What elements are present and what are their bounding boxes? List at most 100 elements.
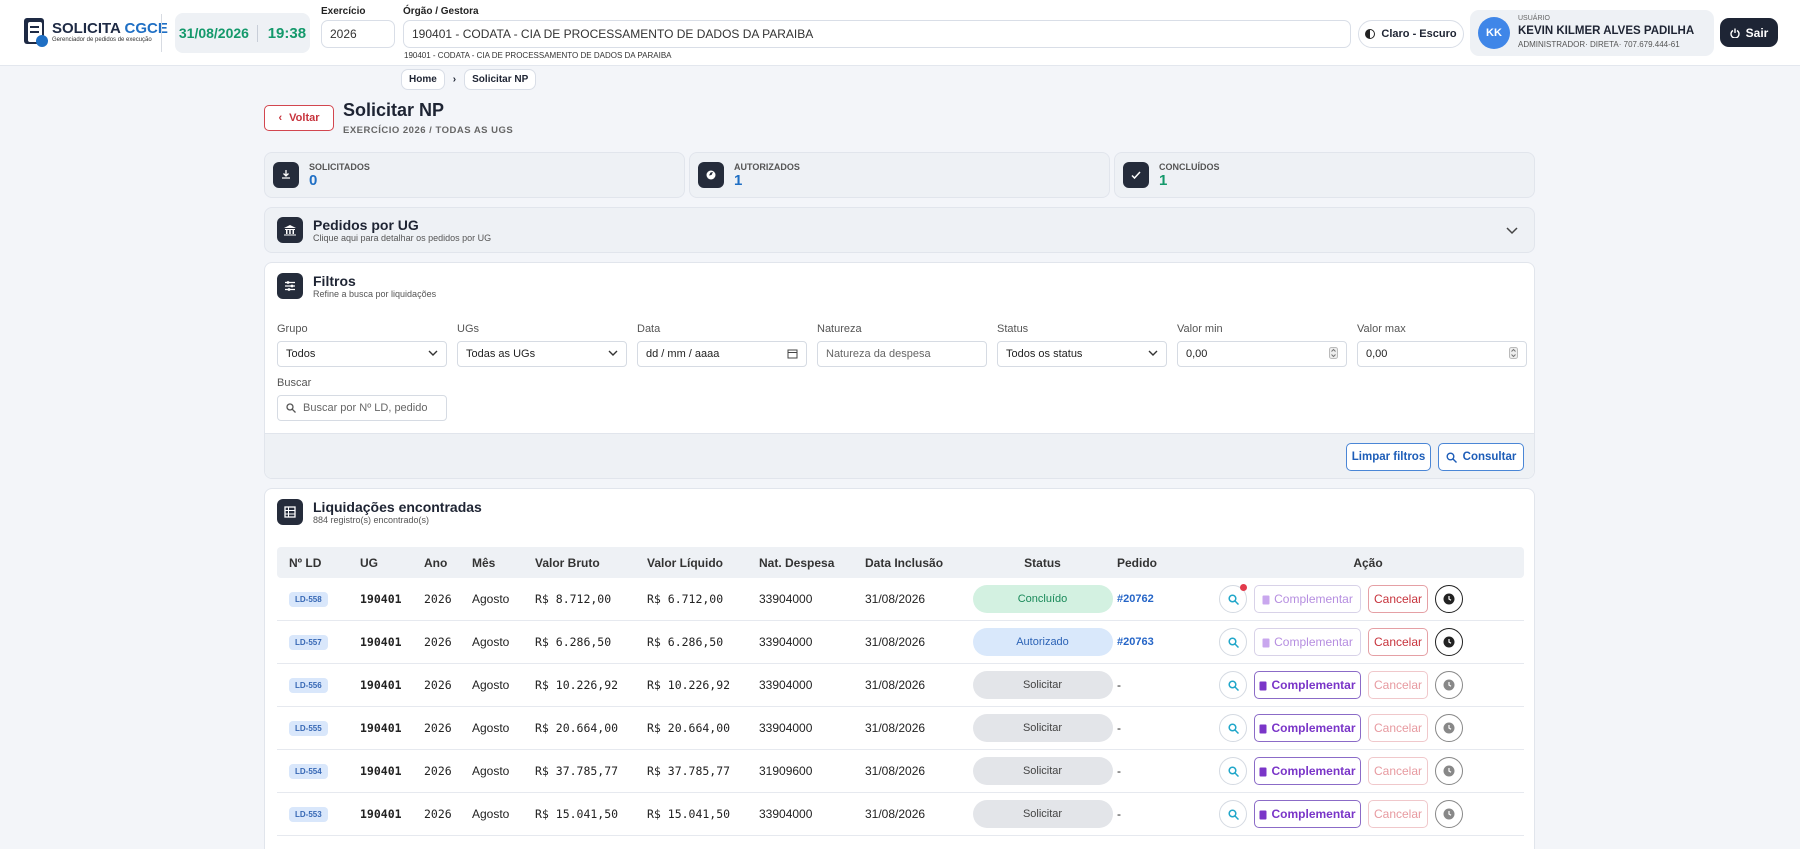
theme-label: Claro - Escuro bbox=[1381, 28, 1457, 40]
history-button[interactable] bbox=[1435, 757, 1463, 785]
filter-input[interactable]: 0,00 bbox=[1357, 341, 1527, 367]
filter-input[interactable]: Todos os status bbox=[997, 341, 1167, 367]
exercicio-select[interactable]: 2026 bbox=[321, 20, 395, 48]
history-button[interactable] bbox=[1435, 628, 1463, 656]
theme-toggle[interactable]: Claro - Escuro bbox=[1358, 20, 1464, 48]
table-row: LD-553 190401 2026 Agosto R$ 15.041,50 R$ 15.… bbox=[277, 793, 1524, 836]
action-cell: Complementar Cancelar bbox=[1215, 757, 1521, 785]
clock-icon bbox=[1443, 636, 1455, 648]
filters-title: Filtros bbox=[313, 273, 356, 289]
history-button[interactable] bbox=[1435, 714, 1463, 742]
results-card: Liquidações encontradas 884 registro(s) e… bbox=[264, 488, 1535, 849]
time: 19:38 bbox=[256, 24, 306, 42]
complementar-button[interactable]: Complementar bbox=[1254, 757, 1361, 785]
search-icon bbox=[1227, 679, 1239, 691]
cell: LD-555 bbox=[289, 720, 360, 736]
clipboard-icon bbox=[1259, 767, 1267, 776]
ano-cell: 2026 bbox=[424, 592, 452, 606]
filter-glyph bbox=[285, 281, 295, 291]
complementar-button[interactable]: Complementar bbox=[1254, 671, 1361, 699]
view-button[interactable] bbox=[1219, 714, 1247, 742]
cell: LD-556 bbox=[289, 677, 360, 693]
ld-badge: LD-555 bbox=[289, 721, 328, 736]
orgao-label: Órgão / Gestora bbox=[403, 6, 479, 17]
bruto-cell: R$ 37.785,77 bbox=[535, 764, 619, 778]
logout-button[interactable]: Sair bbox=[1720, 18, 1778, 47]
liquido-cell: R$ 6.286,50 bbox=[647, 635, 724, 649]
power-icon bbox=[1730, 28, 1740, 38]
ano-cell: 2026 bbox=[424, 721, 452, 735]
filter-input[interactable]: Todas as UGs bbox=[457, 341, 627, 367]
ld-badge: LD-557 bbox=[289, 635, 328, 650]
filter-label: Valor min bbox=[1177, 323, 1223, 335]
table-icon bbox=[277, 499, 303, 525]
cell: LD-558 bbox=[289, 591, 360, 607]
filter-field: Valor min 0,00 bbox=[1177, 323, 1347, 367]
complementar-button[interactable]: Complementar bbox=[1254, 714, 1361, 742]
column-header: Valor Líquido bbox=[647, 555, 724, 570]
search-icon bbox=[1227, 722, 1239, 734]
filter-field: Natureza Natureza da despesa bbox=[817, 323, 987, 367]
filter-input[interactable]: Todos bbox=[277, 341, 447, 367]
bruto-cell: R$ 15.041,50 bbox=[535, 807, 619, 821]
view-button[interactable] bbox=[1219, 671, 1247, 699]
breadcrumb-home[interactable]: Home bbox=[401, 69, 445, 90]
filter-value: dd / mm / aaaa bbox=[646, 348, 720, 360]
column-header: Pedido bbox=[1117, 555, 1158, 570]
filter-icon bbox=[1329, 347, 1338, 361]
view-button[interactable] bbox=[1219, 628, 1247, 656]
back-button[interactable]: ‹ Voltar bbox=[264, 105, 334, 131]
stat-glyph bbox=[706, 170, 716, 180]
clear-button[interactable]: Limpar filtros bbox=[1346, 443, 1431, 471]
pedido-cell: - bbox=[1117, 678, 1121, 692]
status-cell: Autorizado bbox=[968, 628, 1117, 656]
cancelar-button[interactable]: Cancelar bbox=[1368, 585, 1428, 613]
filter-input[interactable]: Natureza da despesa bbox=[817, 341, 987, 367]
pedidos-ug-panel[interactable]: Pedidos por UG Clique aqui para detalhar … bbox=[264, 207, 1535, 253]
results-table: Nº LD UG Ano Mês Valor Bruto Valor Líquido Nat… bbox=[277, 547, 1524, 836]
filter-value: 0,00 bbox=[1366, 348, 1388, 360]
status-cell: Solicitar bbox=[968, 757, 1117, 785]
bruto-cell: R$ 8.712,00 bbox=[535, 592, 612, 606]
filter-input[interactable]: 0,00 bbox=[1177, 341, 1347, 367]
complementar-button[interactable]: Complementar bbox=[1254, 800, 1361, 828]
orgao-select[interactable]: 190401 - CODATA - CIA DE PROCESSAMENTO D… bbox=[403, 20, 1351, 48]
consultar-button[interactable]: Consultar bbox=[1438, 443, 1524, 471]
view-button[interactable] bbox=[1219, 584, 1247, 613]
data-cell: 31/08/2026 bbox=[865, 635, 926, 649]
logo-icon bbox=[24, 18, 48, 47]
filter-field: Valor max 0,00 bbox=[1357, 323, 1527, 367]
stat-label: SOLICITADOS bbox=[309, 161, 370, 172]
cancelar-button[interactable]: Cancelar bbox=[1368, 628, 1428, 656]
stat-icon bbox=[273, 162, 299, 188]
mes-cell: Agosto bbox=[472, 807, 510, 821]
bank-glyph bbox=[284, 225, 296, 236]
table-glyph bbox=[284, 506, 296, 518]
user-role: ADMINISTRADOR· DIRETA· 707.679.444-61 bbox=[1518, 40, 1680, 49]
nat-cell: 33904000 bbox=[759, 592, 813, 606]
status-pill: Autorizado bbox=[972, 628, 1113, 656]
table-row: LD-554 190401 2026 Agosto R$ 37.785,77 R$ 37.… bbox=[277, 750, 1524, 793]
stat-card: AUTORIZADOS 1 bbox=[689, 152, 1110, 198]
column-header: Mês bbox=[472, 555, 496, 570]
view-button[interactable] bbox=[1219, 757, 1247, 785]
stat-label: CONCLUÍDOS bbox=[1159, 161, 1220, 172]
nat-cell: 33904000 bbox=[759, 721, 813, 735]
view-button[interactable] bbox=[1219, 800, 1247, 828]
column-header: Valor Bruto bbox=[535, 555, 600, 570]
search-input[interactable]: Buscar por Nº LD, pedido bbox=[277, 395, 447, 421]
history-button[interactable] bbox=[1435, 671, 1463, 699]
logo-word: SOLICITA bbox=[52, 20, 121, 37]
chevron-icon bbox=[608, 350, 618, 356]
filter-value: Todos os status bbox=[1006, 348, 1083, 360]
data-cell: 31/08/2026 bbox=[865, 592, 926, 606]
filter-input[interactable]: dd / mm / aaaa bbox=[637, 341, 807, 367]
history-button[interactable] bbox=[1435, 585, 1463, 613]
history-button[interactable] bbox=[1435, 800, 1463, 828]
liquido-cell: R$ 20.664,00 bbox=[647, 721, 731, 735]
complementar-label: Complementar bbox=[1271, 721, 1356, 735]
clipboard-icon bbox=[1259, 681, 1267, 690]
filter-label: Valor max bbox=[1357, 323, 1406, 335]
cell: LD-554 bbox=[289, 763, 360, 779]
data-cell: 31/08/2026 bbox=[865, 764, 926, 778]
